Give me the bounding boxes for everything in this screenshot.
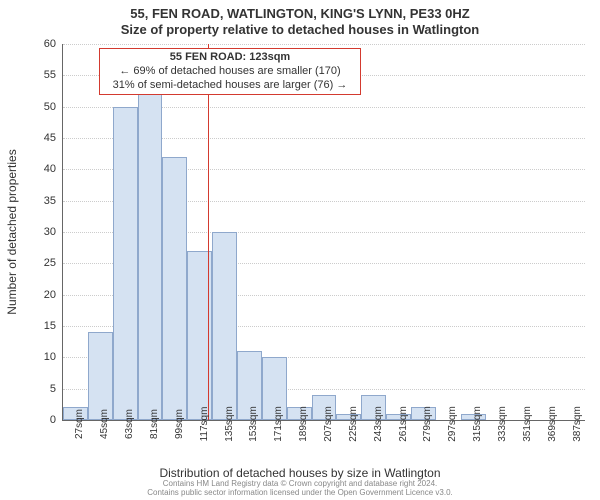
x-tick-label: 261sqm [398,406,409,442]
y-tick-label: 40 [44,163,56,175]
x-tick-label: 81sqm [149,409,160,439]
x-tick-label: 369sqm [547,406,558,442]
y-tick-label: 5 [50,383,56,395]
chart-footer: Contains HM Land Registry data © Crown c… [0,480,600,498]
x-tick-label: 27sqm [74,409,85,439]
plot-area: 55 FEN ROAD: 123sqm← 69% of detached hou… [62,44,585,421]
x-tick-label: 297sqm [447,406,458,442]
x-tick-label: 387sqm [572,406,583,442]
y-tick-label: 15 [44,320,56,332]
chart-title-line2: Size of property relative to detached ho… [0,22,600,37]
y-tick-label: 20 [44,289,56,301]
y-tick-label: 60 [44,38,56,50]
histogram-bar [212,232,237,420]
y-tick-label: 45 [44,132,56,144]
histogram-bar [162,157,187,420]
x-tick-label: 117sqm [199,407,210,442]
y-tick-label: 0 [50,414,56,426]
x-tick-label: 99sqm [174,409,185,439]
x-axis-title: Distribution of detached houses by size … [0,466,600,480]
chart-title-line1: 55, FEN ROAD, WATLINGTON, KING'S LYNN, P… [0,6,600,21]
footer-line2: Contains public sector information licen… [0,489,600,498]
y-tick-label: 55 [44,69,56,81]
x-tick-label: 189sqm [298,406,309,442]
x-tick-label: 225sqm [348,406,359,442]
property-size-chart: 55, FEN ROAD, WATLINGTON, KING'S LYNN, P… [0,0,600,500]
x-tick-label: 45sqm [99,409,110,439]
annotation-line3: 31% of semi-detached houses are larger (… [106,79,354,93]
histogram-bar [113,107,138,420]
reference-line [208,44,209,420]
y-tick-label: 50 [44,101,56,113]
x-tick-label: 333sqm [497,406,508,442]
gridline [63,44,585,45]
x-tick-label: 279sqm [422,406,433,442]
y-tick-label: 35 [44,195,56,207]
x-tick-label: 135sqm [224,406,235,442]
x-tick-label: 243sqm [373,406,384,442]
x-tick-label: 315sqm [472,406,483,442]
x-tick-label: 63sqm [124,409,135,439]
x-tick-label: 171sqm [273,406,284,442]
x-tick-label: 351sqm [522,406,533,442]
x-tick-label: 153sqm [248,406,259,442]
annotation-line1: 55 FEN ROAD: 123sqm [106,51,354,65]
y-tick-label: 25 [44,257,56,269]
x-tick-label: 207sqm [323,406,334,442]
histogram-bar [88,332,113,420]
histogram-bar [138,88,163,420]
y-tick-label: 30 [44,226,56,238]
y-axis-title: Number of detached properties [5,149,19,314]
y-tick-label: 10 [44,351,56,363]
annotation-line2: ← 69% of detached houses are smaller (17… [106,65,354,79]
annotation-box: 55 FEN ROAD: 123sqm← 69% of detached hou… [99,48,361,95]
